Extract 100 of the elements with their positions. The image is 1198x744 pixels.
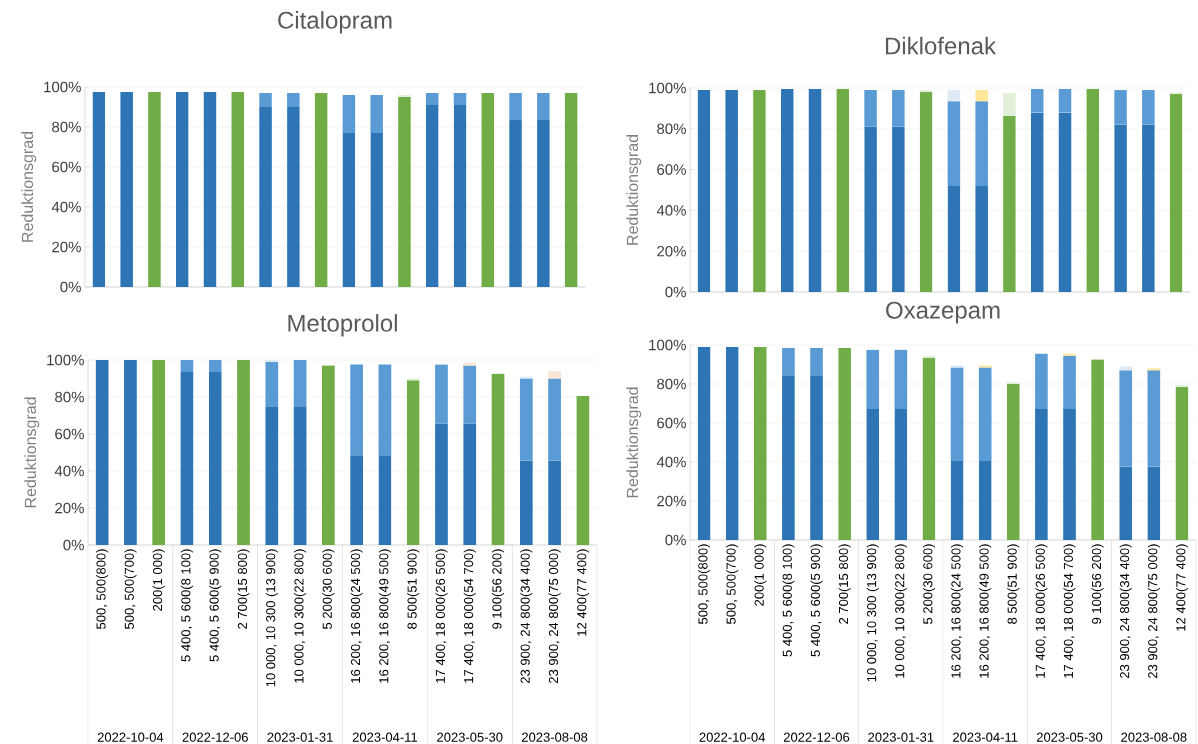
bar [1175, 386, 1189, 540]
bar [1142, 90, 1155, 125]
y-tick-label: 80% [55, 391, 84, 403]
chart-title: Citalopram [278, 11, 392, 34]
bar [1030, 112, 1044, 292]
bar [1035, 353, 1048, 409]
text: 2023-01-31 [868, 732, 934, 742]
bar [342, 132, 356, 287]
bar [350, 455, 364, 545]
bar [836, 89, 850, 292]
bar [1035, 408, 1048, 540]
bar [435, 423, 448, 545]
bar [378, 455, 392, 545]
text: 2023-08-08 [1121, 732, 1187, 742]
x-tick-label: 200(1 000) [152, 549, 165, 611]
y-axis-title: Reduktionsgrad [626, 387, 642, 498]
x-tick-label: 500, 500(800) [96, 549, 109, 629]
bar [519, 460, 533, 545]
bar [548, 378, 561, 461]
bar [435, 364, 448, 424]
y-tick-label: 40% [51, 201, 81, 213]
x-tick-label: 10 000, 10 300 (13 900) [265, 549, 278, 687]
y-tick-label: 0% [63, 539, 84, 551]
x-tick-label: 200(1 000) [754, 544, 767, 606]
bar [453, 92, 467, 105]
bar [1030, 89, 1044, 113]
bar [259, 106, 272, 287]
bar [1169, 92, 1183, 95]
bar [287, 106, 300, 287]
bar [287, 92, 300, 107]
bar [519, 378, 533, 461]
bar [782, 375, 795, 540]
bar [208, 360, 222, 373]
bar [753, 90, 766, 292]
bar [950, 461, 964, 540]
text: 2022-10-04 [699, 732, 766, 742]
x-tick-label: 8 500(51 900) [1007, 544, 1020, 624]
bar [975, 185, 988, 292]
bar [1058, 112, 1072, 292]
bar [370, 94, 383, 133]
bar [1091, 359, 1104, 540]
y-tick-label: 60% [52, 161, 81, 173]
text: 2022-12-06 [182, 732, 248, 742]
bar [509, 92, 522, 120]
x-tick-label: 17 400, 18 000(54 700) [1063, 544, 1076, 678]
bar [950, 367, 964, 462]
bar [919, 92, 933, 292]
y-tick-label: 0% [665, 534, 686, 546]
bar [548, 371, 561, 379]
bar [265, 406, 279, 545]
x-tick-label: 10 000, 10 300(22 800) [894, 544, 907, 678]
bar [265, 361, 279, 407]
bar [95, 360, 109, 545]
bar [203, 91, 217, 287]
bar [782, 347, 795, 376]
x-tick-label: 10 000, 10 300(22 800) [294, 549, 307, 683]
y-tick-label: 40% [656, 205, 686, 216]
x-tick-label: 16 200, 16 800(49 500) [979, 544, 992, 678]
bar [919, 90, 933, 93]
bar [576, 396, 590, 545]
bar [808, 89, 822, 292]
x-tick-label: 23 900, 24 800(75 000) [548, 549, 561, 684]
bar [725, 346, 739, 540]
bar [725, 90, 738, 292]
x-tick-label: 2 700(15 800) [838, 544, 851, 624]
bar [1119, 466, 1133, 540]
y-tick-label: 0% [60, 281, 81, 293]
y-tick-label: 40% [54, 465, 84, 477]
x-tick-label: 23 900, 24 800(75 000) [1147, 544, 1160, 679]
bar [894, 349, 908, 409]
bar [1119, 366, 1133, 371]
text: 2023-05-30 [437, 732, 503, 742]
bar [425, 104, 439, 287]
x-tick-label: 5 200(30 600) [322, 549, 335, 629]
bar [1063, 355, 1076, 409]
text: 2023-01-31 [267, 732, 333, 742]
x-tick-label: 2 700(15 800) [237, 549, 250, 629]
y-tick-label: 80% [52, 121, 81, 133]
bar [978, 461, 992, 540]
bar [1114, 90, 1127, 125]
y-tick-label: 60% [55, 428, 84, 440]
y-tick-label: 100% [47, 354, 84, 366]
bar [120, 91, 133, 287]
y-tick-label: 40% [656, 456, 686, 468]
bar [180, 360, 194, 373]
bar [481, 92, 495, 287]
text: 2023-08-08 [522, 732, 588, 742]
y-axis-title: Reduktionsgrad [626, 135, 642, 245]
bar [866, 349, 880, 409]
x-tick-label: 500, 500(700) [124, 549, 137, 629]
bar [810, 347, 823, 376]
x-tick-label: 12 400(77 400) [576, 549, 589, 636]
bar [1003, 115, 1016, 292]
bar [342, 94, 356, 133]
x-tick-label: 9 100(56 200) [1091, 544, 1104, 624]
text: 2023-04-11 [953, 732, 1018, 742]
y-tick-label: 80% [657, 378, 686, 390]
y-tick-label: 20% [52, 241, 81, 253]
bar [922, 357, 936, 540]
y-axis-title: Reduktionsgrad [24, 397, 40, 508]
